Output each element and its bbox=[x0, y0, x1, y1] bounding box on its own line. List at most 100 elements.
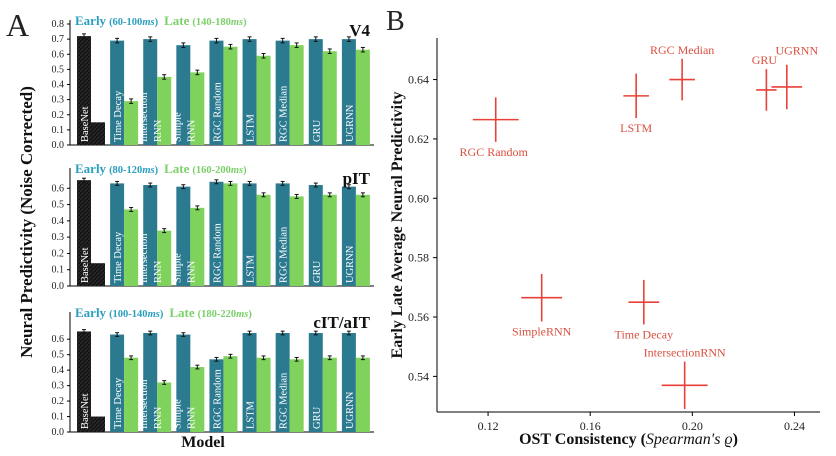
y-tick-label: 0.5 bbox=[52, 200, 65, 211]
early-bar bbox=[308, 39, 323, 145]
y-tick-label: 0.64 bbox=[408, 73, 429, 87]
x-tick-label: 0.24 bbox=[784, 419, 805, 433]
point-label: IntersectionRNN bbox=[644, 346, 726, 360]
x-tick-label: 0.16 bbox=[580, 419, 601, 433]
late-bar bbox=[91, 122, 105, 145]
legend-late-range: (180-220 bbox=[198, 309, 237, 320]
early-bar bbox=[77, 36, 91, 145]
early-bar bbox=[110, 334, 125, 432]
legend: Early (60-100ms) Late (140-180ms) bbox=[75, 13, 247, 28]
category-label: RGC Median bbox=[279, 372, 290, 429]
y-tick-label: 0.5 bbox=[52, 350, 65, 361]
point-label: SimpleRNN bbox=[512, 324, 572, 338]
early-bar bbox=[242, 183, 257, 286]
y-tick-label: 0.58 bbox=[408, 251, 429, 265]
y-tick-label: 0.3 bbox=[52, 381, 65, 392]
legend-early: Early bbox=[75, 305, 107, 320]
late-bar bbox=[190, 207, 205, 286]
category-label: BaseNet bbox=[80, 106, 91, 142]
category-label: Simple bbox=[172, 112, 183, 142]
late-bar bbox=[157, 230, 172, 286]
legend-close-paren: ) bbox=[155, 17, 159, 28]
early-bar bbox=[143, 39, 158, 145]
y-tick-label: 0.3 bbox=[52, 232, 65, 243]
early-bar bbox=[308, 185, 323, 286]
late-bar bbox=[223, 183, 238, 286]
legend-close-paren: ) bbox=[248, 309, 252, 320]
early-bar bbox=[308, 333, 323, 432]
x-axis-label-close: ) bbox=[733, 431, 738, 448]
point-label: UGRNN bbox=[775, 44, 818, 58]
category-label: Simple bbox=[172, 253, 183, 283]
late-bar bbox=[289, 359, 304, 432]
legend-close-paren: ) bbox=[160, 309, 164, 320]
y-tick-label: 0.2 bbox=[52, 248, 65, 259]
y-tick-label: 0.8 bbox=[52, 19, 65, 30]
late-bar bbox=[223, 356, 238, 432]
category-label: LSTM bbox=[246, 400, 257, 429]
y-tick-label: 0.2 bbox=[52, 110, 65, 121]
y-tick-label: 0.2 bbox=[52, 396, 65, 407]
y-tick-label: 0.6 bbox=[52, 183, 65, 194]
panel-a-ylabel: Neural Predictivity (Noise Corrected) bbox=[17, 86, 36, 358]
y-tick-label: 0.0 bbox=[52, 140, 65, 151]
category-label: RNN bbox=[153, 260, 164, 283]
region-title: pIT bbox=[343, 169, 371, 188]
early-bar bbox=[275, 183, 290, 286]
legend-ms: ms bbox=[236, 309, 248, 320]
bar-chart-pit: 0.0 0.1 0.2 0.3 0.4 0.5 0.6 BaseNet Time Decay In… bbox=[52, 161, 374, 292]
early-bar bbox=[341, 39, 356, 145]
category-label: GRU bbox=[312, 119, 323, 142]
category-label: RNN bbox=[153, 119, 164, 142]
late-bar bbox=[322, 357, 337, 432]
y-tick-label: 0.56 bbox=[408, 310, 429, 324]
legend-ms: ms bbox=[142, 17, 154, 28]
scatter-chart: 0.12 0.16 0.20 0.24 0.54 0.56 0.58 0.60 0.62 0.64… bbox=[389, 38, 820, 448]
legend-close-paren: ) bbox=[243, 17, 247, 28]
y-tick-label: 0.1 bbox=[52, 265, 65, 276]
early-bar bbox=[176, 334, 191, 432]
y-tick-label: 0.0 bbox=[52, 281, 65, 292]
legend-close-paren: ) bbox=[243, 165, 247, 176]
point-label: RGC Random bbox=[460, 145, 529, 159]
legend-late-range: (140-180 bbox=[192, 17, 231, 28]
category-label: Intersection bbox=[139, 92, 150, 142]
early-bar bbox=[275, 40, 290, 146]
early-bar bbox=[275, 333, 290, 432]
early-bar bbox=[209, 359, 224, 432]
legend-late: Late bbox=[164, 161, 190, 176]
late-bar bbox=[157, 76, 172, 145]
x-tick-label: 0.12 bbox=[478, 419, 499, 433]
category-label: BaseNet bbox=[80, 393, 91, 429]
late-bar bbox=[91, 416, 105, 432]
category-label: RNN bbox=[153, 406, 164, 429]
category-label: Time Decay bbox=[113, 377, 124, 429]
panel-a-letter: A bbox=[6, 7, 29, 43]
late-bar bbox=[157, 382, 172, 432]
legend-ms: ms bbox=[148, 309, 160, 320]
bar-chart-cit-ait: 0.0 0.1 0.2 0.3 0.4 0.5 0.6 BaseNet Time Decay In… bbox=[52, 305, 374, 438]
late-bar bbox=[355, 194, 370, 286]
legend-early-range: (100-140 bbox=[109, 309, 148, 320]
late-bar bbox=[355, 49, 370, 145]
legend: Early (100-140ms) Late (180-220ms) bbox=[75, 305, 252, 320]
category-label: GRU bbox=[312, 406, 323, 429]
region-title: V4 bbox=[349, 21, 370, 40]
y-tick-label: 0.7 bbox=[52, 34, 65, 45]
y-tick-label: 0.6 bbox=[52, 49, 65, 60]
category-label: UGRNN bbox=[345, 104, 356, 142]
category-label: BaseNet bbox=[80, 247, 91, 283]
category-label: RNN bbox=[186, 406, 197, 429]
early-bar bbox=[176, 45, 191, 145]
x-tick-label: 0.20 bbox=[682, 419, 703, 433]
legend-late-range: (160-200 bbox=[192, 165, 231, 176]
late-bar bbox=[190, 367, 205, 432]
early-bar bbox=[77, 180, 91, 286]
legend-close-paren: ) bbox=[155, 165, 159, 176]
early-bar bbox=[341, 186, 356, 286]
early-bar bbox=[143, 333, 158, 432]
category-label: Time Decay bbox=[113, 90, 124, 142]
category-label: UGRNN bbox=[345, 391, 356, 429]
late-bar bbox=[355, 357, 370, 432]
late-bar bbox=[289, 196, 304, 286]
